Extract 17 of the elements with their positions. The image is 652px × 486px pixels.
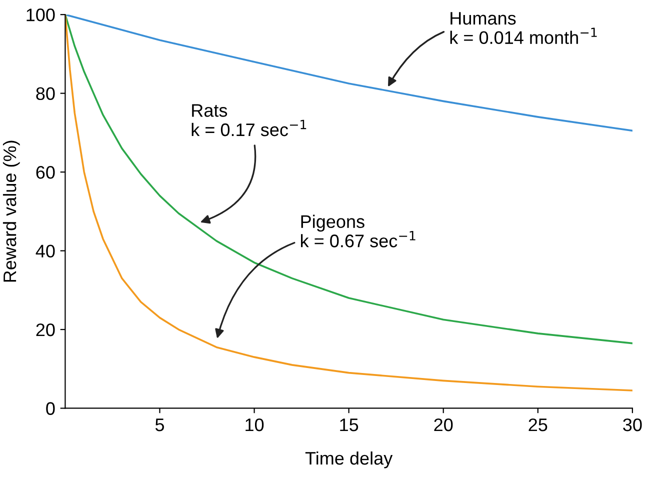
y-tick-label: 60 (36, 166, 55, 179)
x-tick-label: 5 (155, 418, 164, 432)
x-tick-label: 30 (623, 418, 642, 432)
y-tick-label: 40 (36, 244, 55, 258)
y-tick-label: 20 (36, 323, 55, 336)
x-tick-label: 20 (434, 418, 453, 432)
annotation: Pigeons k = 0.67 sec$^{−1}$ (301, 214, 416, 248)
x-axis-title: Time delay (305, 451, 393, 468)
x-tick-label: 25 (528, 418, 548, 432)
x-tick-label: 10 (246, 418, 264, 432)
annotation: Humans k = 0.014 month$^{−1}$ (450, 12, 597, 44)
annotation: Rats k = 0.17 sec$^{−1}$ (192, 104, 306, 136)
x-tick-label: 15 (340, 418, 358, 432)
y-axis-title: Reward value (%) (2, 140, 20, 282)
y-tick-label: 80 (36, 87, 55, 100)
y-tick-label: 100 (26, 8, 55, 22)
y-tick-label: 0 (46, 402, 55, 415)
